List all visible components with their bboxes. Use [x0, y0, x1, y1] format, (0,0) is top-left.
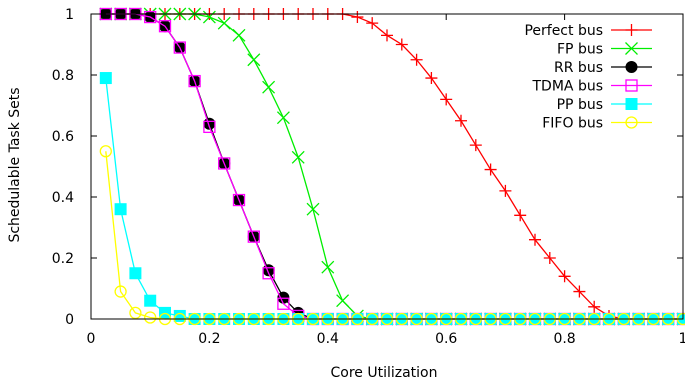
- data-point: [625, 24, 638, 36]
- x-tick-label: 0.2: [198, 331, 220, 347]
- data-point: [336, 294, 350, 308]
- plot-frame: [90, 13, 684, 320]
- data-point: [173, 41, 186, 54]
- data-point: [144, 311, 157, 324]
- data-point: [395, 38, 408, 51]
- y-tick-label: 0.6: [52, 129, 74, 145]
- data-point: [625, 42, 638, 55]
- data-point: [173, 309, 186, 322]
- x-axis-label: Core Utilization: [330, 365, 437, 381]
- data-point: [573, 285, 586, 298]
- data-point: [306, 202, 320, 216]
- legend: Perfect bus FP bus RR bus TDMA bus PP bus FIF…: [524, 23, 652, 132]
- data-point: [410, 53, 423, 66]
- data-point: [277, 297, 290, 310]
- legend-entry: Perfect bus: [524, 23, 652, 39]
- data-point: [262, 80, 276, 94]
- data-point: [129, 306, 142, 320]
- data-point: [218, 157, 231, 170]
- data-point: [217, 16, 231, 30]
- data-point: [558, 270, 571, 283]
- legend-entry: TDMA bus: [532, 79, 652, 95]
- data-point: [114, 203, 127, 216]
- data-point: [625, 61, 638, 73]
- data-point: [321, 260, 335, 274]
- x-tick-label: 0.8: [553, 331, 575, 347]
- data-point: [625, 79, 638, 92]
- data-point: [129, 267, 142, 280]
- data-point: [529, 233, 541, 246]
- series-line: [105, 77, 683, 320]
- legend-entry: FP bus: [557, 42, 652, 58]
- y-tick-label: 0.2: [52, 251, 74, 267]
- data-point: [625, 116, 638, 129]
- data-point: [158, 20, 172, 33]
- data-point: [440, 93, 453, 106]
- data-point: [469, 139, 482, 152]
- x-tick-label: 0.6: [435, 331, 457, 347]
- y-tick-label: 0.8: [52, 68, 74, 84]
- legend-label: Perfect bus: [524, 23, 603, 39]
- data-point: [276, 111, 290, 125]
- data-point: [291, 150, 305, 164]
- y-axis-label: Schedulable Task Sets: [7, 87, 23, 242]
- data-point: [425, 72, 438, 85]
- x-tick-label: 1: [679, 331, 685, 347]
- data-point: [99, 145, 112, 158]
- data-point: [247, 53, 261, 67]
- legend-label: FP bus: [557, 42, 603, 58]
- data-point: [484, 163, 497, 176]
- y-axis: Schedulable Task Sets: [7, 87, 23, 242]
- y-tick-label: 1: [65, 7, 74, 23]
- legend-label: TDMA bus: [532, 79, 604, 95]
- data-point: [351, 11, 364, 24]
- data-point: [99, 72, 112, 85]
- y-tick-label: 0: [65, 312, 74, 328]
- data-point: [232, 193, 246, 207]
- data-point: [144, 294, 157, 307]
- data-point: [499, 184, 512, 197]
- data-point: [514, 209, 527, 222]
- data-point: [366, 17, 379, 30]
- data-point: [262, 267, 275, 280]
- legend-entry: PP bus: [557, 97, 652, 113]
- x-tick-label: 0: [87, 331, 96, 347]
- tick-group: 0 0.2 0.4 0.6 0.8 1 0 0.2 0.4 0.6 0.8 1: [52, 7, 685, 347]
- legend-label: PP bus: [557, 97, 603, 113]
- data-point: [144, 10, 157, 24]
- series-line: [105, 151, 683, 320]
- legend-entry: RR bus: [554, 60, 652, 76]
- data-point: [232, 28, 246, 42]
- data-point: [625, 98, 638, 110]
- data-point: [588, 300, 601, 313]
- y-tick-label: 0.4: [52, 190, 74, 206]
- data-point: [381, 29, 393, 42]
- x-axis: Core Utilization: [330, 365, 437, 381]
- data-point: [543, 252, 556, 264]
- legend-label: FIFO bus: [542, 116, 603, 132]
- legend-label: RR bus: [554, 60, 603, 76]
- data-point: [188, 74, 201, 88]
- series-fifo-bus: [99, 145, 685, 326]
- x-tick-label: 0.4: [317, 331, 339, 347]
- data-point: [114, 285, 127, 298]
- data-point: [202, 10, 216, 24]
- data-point: [455, 114, 467, 127]
- data-point: [247, 230, 260, 243]
- data-point: [203, 120, 216, 133]
- legend-entry: FIFO bus: [542, 116, 652, 132]
